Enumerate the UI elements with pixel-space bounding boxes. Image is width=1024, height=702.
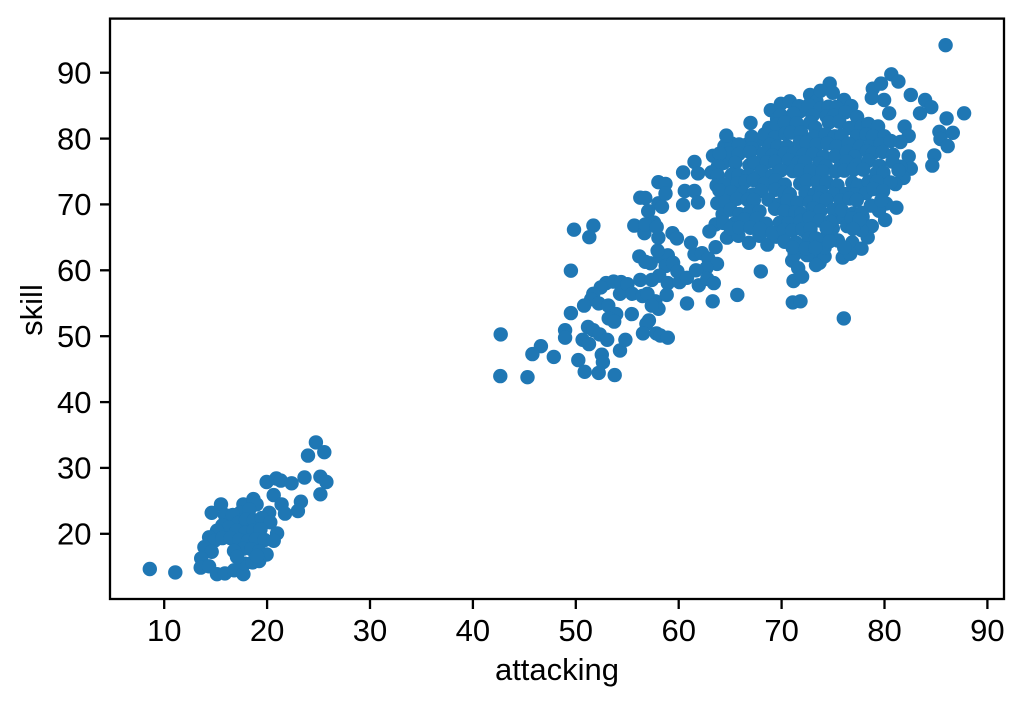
svg-text:attacking: attacking [495,652,619,687]
svg-text:40: 40 [57,385,91,420]
svg-text:40: 40 [456,613,490,648]
svg-text:20: 20 [250,613,284,648]
svg-text:80: 80 [57,121,91,156]
svg-text:90: 90 [57,56,91,91]
svg-text:10: 10 [147,613,181,648]
svg-text:30: 30 [353,613,387,648]
svg-text:70: 70 [57,187,91,222]
svg-text:50: 50 [57,319,91,354]
svg-text:20: 20 [57,517,91,552]
svg-text:70: 70 [764,613,798,648]
svg-text:90: 90 [970,613,1004,648]
svg-text:skill: skill [14,284,49,336]
svg-text:50: 50 [559,613,593,648]
svg-text:60: 60 [57,253,91,288]
svg-text:80: 80 [867,613,901,648]
svg-text:60: 60 [661,613,695,648]
svg-text:30: 30 [57,451,91,486]
